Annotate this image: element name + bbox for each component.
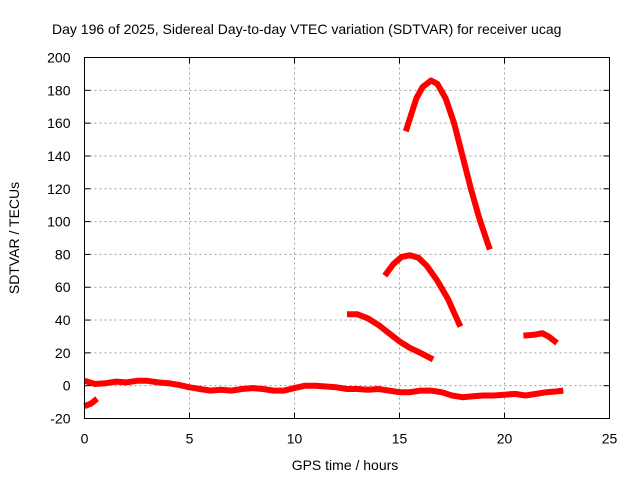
y-tick-label: 180 bbox=[47, 82, 71, 98]
y-tick-label: 100 bbox=[47, 214, 71, 230]
y-tick-label: 0 bbox=[63, 378, 71, 394]
series-satellite-e bbox=[83, 396, 99, 409]
y-axis-label: SDTVAR / TECUs bbox=[6, 182, 22, 294]
series-satellite-a bbox=[402, 77, 493, 251]
y-tick-label: 20 bbox=[55, 345, 71, 361]
data-series bbox=[83, 77, 564, 409]
y-tick-label: 160 bbox=[47, 115, 71, 131]
x-tick-label: 15 bbox=[392, 431, 408, 447]
series-satellite-d bbox=[523, 330, 559, 346]
series-satellite-b bbox=[382, 252, 464, 328]
series-baseline bbox=[83, 377, 564, 401]
x-tick-label: 10 bbox=[287, 431, 303, 447]
y-tick-label: 140 bbox=[47, 148, 71, 164]
series-satellite-c bbox=[347, 311, 435, 363]
grid bbox=[84, 57, 610, 419]
y-tick-label: 40 bbox=[55, 312, 71, 328]
y-tick-label: 120 bbox=[47, 181, 71, 197]
y-tick-label: 80 bbox=[55, 246, 71, 262]
plot-frame bbox=[84, 57, 610, 419]
x-tick-label: 0 bbox=[81, 431, 89, 447]
y-tick-label: 60 bbox=[55, 279, 71, 295]
y-tick-label: 200 bbox=[47, 50, 71, 66]
axis-ticks: 0 5 10 15 20 25 -20 0 20 40 60 80 100 120 140 160 180 200 bbox=[47, 50, 617, 447]
x-tick-label: 25 bbox=[602, 431, 618, 447]
x-tick-label: 5 bbox=[186, 431, 194, 447]
x-tick-label: 20 bbox=[497, 431, 513, 447]
y-tick-label: -20 bbox=[50, 411, 70, 427]
chart-title: Day 196 of 2025, Sidereal Day-to-day VTE… bbox=[52, 21, 561, 37]
x-axis-label: GPS time / hours bbox=[292, 457, 399, 473]
